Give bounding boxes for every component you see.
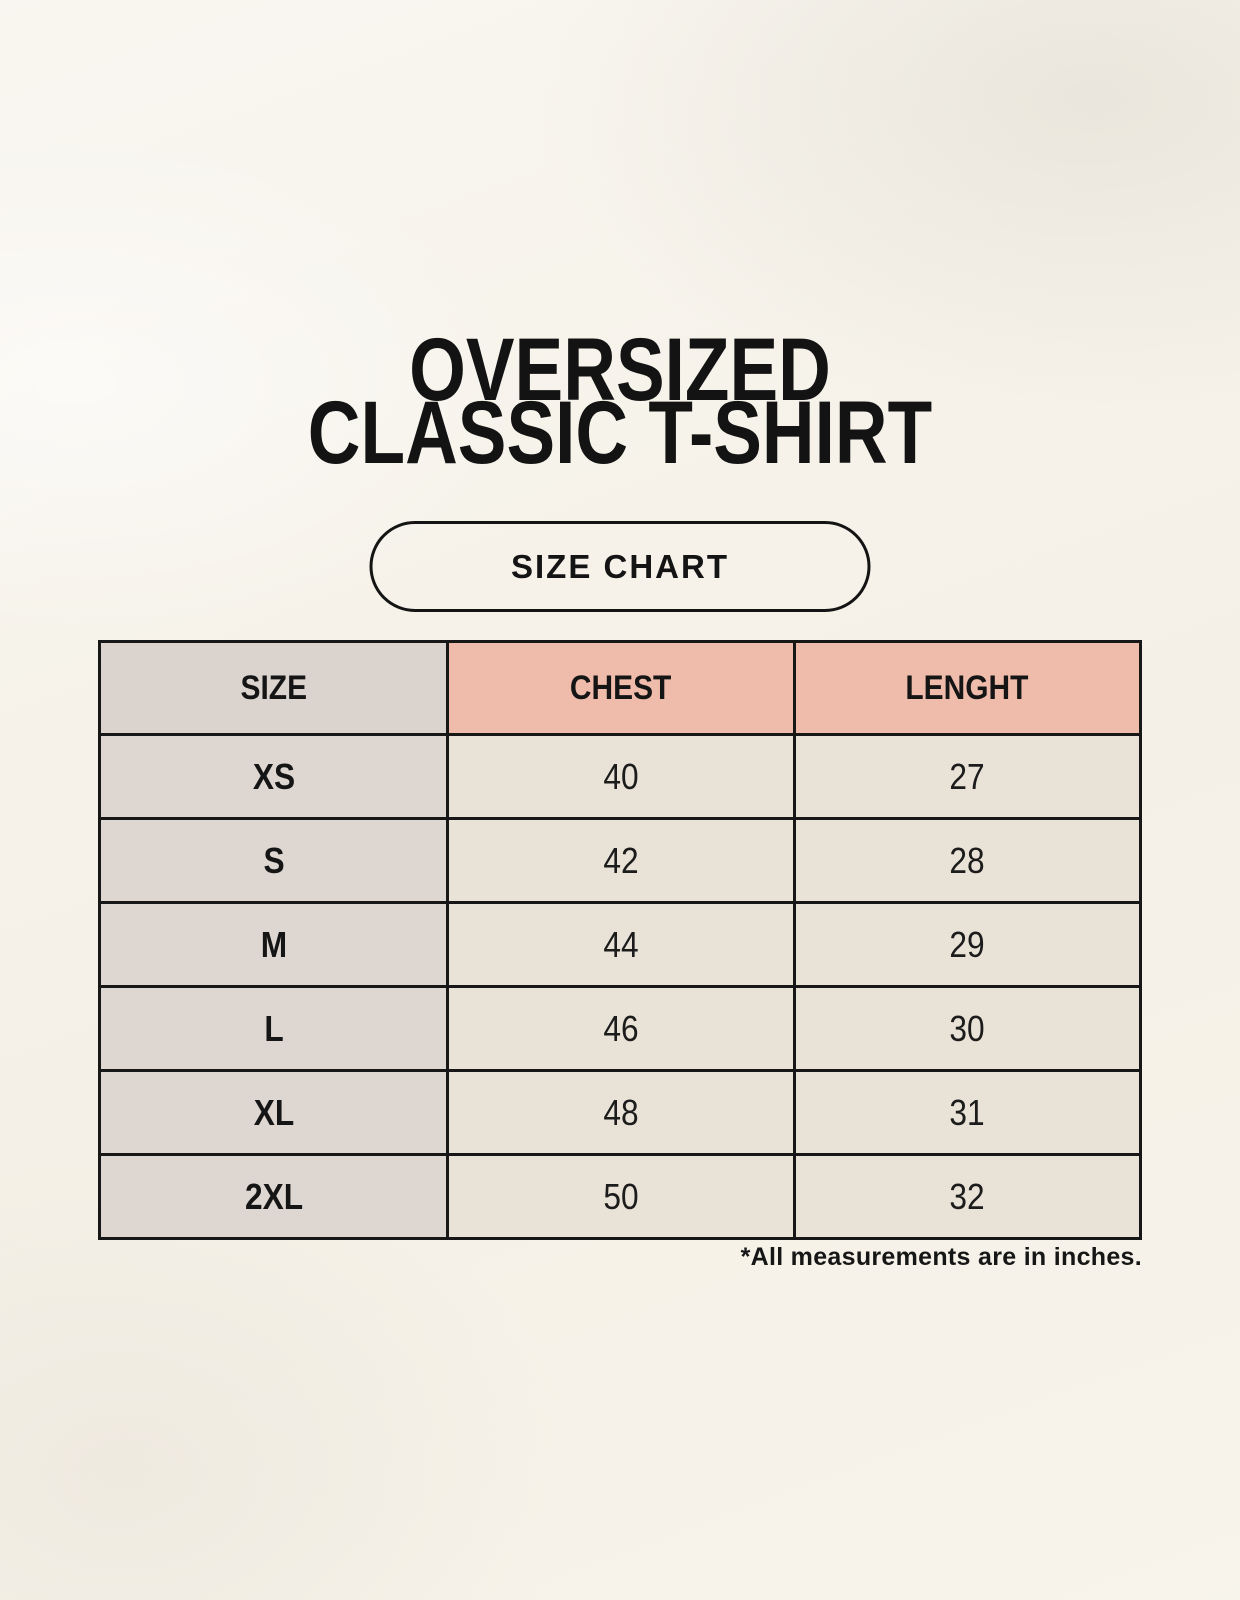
product-title-line2: CLASSIC T-SHIRT (307, 382, 933, 482)
table-row: S 42 28 (97, 817, 1143, 904)
length-value: 27 (949, 755, 985, 797)
size-cell: S (97, 817, 450, 904)
measurements-footnote: *All measurements are in inches. (740, 1243, 1142, 1271)
size-cell: XL (97, 1069, 450, 1156)
column-header-length: LENGHT (792, 640, 1143, 736)
product-title-line1: OVERSIZED (409, 319, 831, 419)
chest-cell: 40 (446, 733, 796, 820)
column-header-chest-label: CHEST (570, 668, 672, 707)
size-label: L (263, 1007, 284, 1049)
length-cell: 27 (792, 733, 1143, 820)
table-row: L 46 30 (97, 985, 1143, 1072)
size-cell: L (97, 985, 450, 1072)
size-cell: M (97, 901, 450, 988)
length-value: 28 (949, 839, 985, 881)
table-row: M 44 29 (97, 901, 1143, 988)
chest-value: 44 (603, 923, 639, 965)
table-row: XS 40 27 (97, 733, 1143, 820)
column-header-size: SIZE (97, 640, 450, 736)
size-label: XS (252, 755, 295, 797)
size-chart-table: SIZE CHEST LENGHT XS 40 27 S 42 28 M 44 … (97, 640, 1143, 1240)
header-row: SIZE CHEST LENGHT (97, 640, 1143, 736)
length-cell: 29 (792, 901, 1143, 988)
table-row: XL 48 31 (97, 1069, 1143, 1156)
size-chart-badge-label: SIZE CHART (511, 547, 729, 585)
chest-cell: 46 (446, 985, 796, 1072)
size-cell: XS (97, 733, 450, 820)
column-header-chest: CHEST (446, 640, 796, 736)
length-cell: 28 (792, 817, 1143, 904)
table-row: 2XL 50 32 (97, 1153, 1143, 1240)
length-cell: 31 (792, 1069, 1143, 1156)
chest-value: 42 (603, 839, 639, 881)
chest-cell: 48 (446, 1069, 796, 1156)
chest-value: 50 (603, 1175, 639, 1217)
size-chart-badge: SIZE CHART (369, 521, 871, 612)
size-cell: 2XL (97, 1153, 450, 1240)
chest-value: 40 (603, 755, 639, 797)
column-header-size-label: SIZE (240, 668, 307, 707)
chest-cell: 50 (446, 1153, 796, 1240)
size-label: S (263, 839, 285, 881)
chest-cell: 44 (446, 901, 796, 988)
length-value: 32 (949, 1175, 985, 1217)
length-cell: 30 (792, 985, 1143, 1072)
size-label: XL (253, 1091, 294, 1133)
chest-value: 46 (603, 1007, 639, 1049)
length-value: 29 (949, 923, 985, 965)
length-value: 30 (949, 1007, 985, 1049)
column-header-length-label: LENGHT (905, 668, 1029, 707)
chest-value: 48 (603, 1091, 639, 1133)
size-label: M (260, 923, 287, 965)
product-title: OVERSIZED CLASSIC T-SHIRT (112, 319, 1129, 482)
length-value: 31 (949, 1091, 985, 1133)
chest-cell: 42 (446, 817, 796, 904)
length-cell: 32 (792, 1153, 1143, 1240)
size-label: 2XL (244, 1175, 303, 1217)
